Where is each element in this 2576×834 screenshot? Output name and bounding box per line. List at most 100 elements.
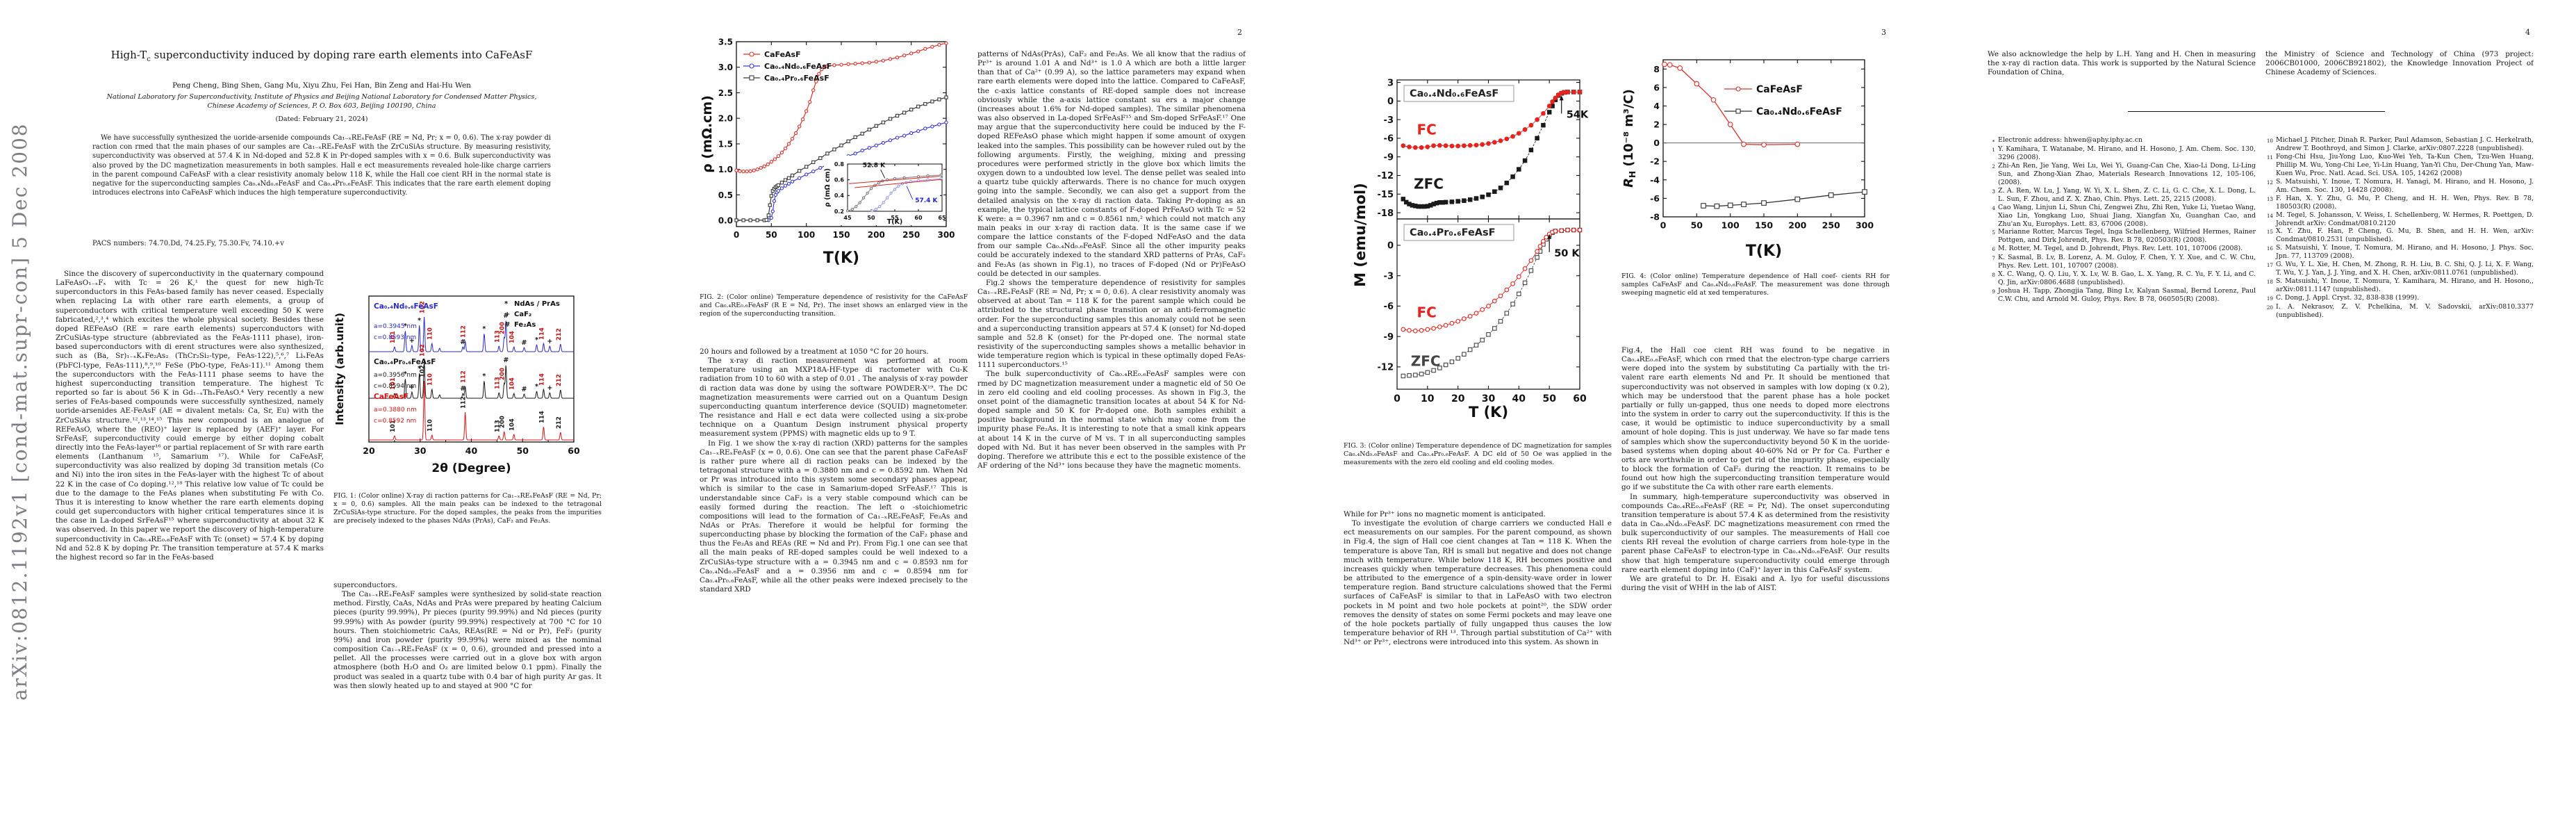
svg-text:54K: 54K: [1567, 109, 1589, 120]
svg-text:NdAs / PrAs: NdAs / PrAs: [514, 300, 560, 308]
svg-text:-4: -4: [1650, 174, 1660, 185]
reference-item: 15 X. Y. Zhu, F. Han, P. Cheng, G. Mu, B.…: [2265, 227, 2534, 244]
paper-title: High-Tc superconductivity induced by dop…: [79, 49, 565, 66]
reference-text: X. C. Wang, Q. Q. Liu, Y. X. Lv, W. B. G…: [1998, 270, 2256, 287]
reference-item: 18 S. Matsuishi, Y. Inoue, T. Nomura, Y. …: [2265, 277, 2534, 294]
svg-text:60: 60: [568, 445, 580, 456]
body-paragraph: patterns of NdAs(PrAs), CaF₂ and Fe₂As. …: [977, 50, 1246, 278]
reference-text: Z. A. Ren, W. Lu, J. Yang, W. Yi, X. L. …: [1998, 186, 2256, 203]
svg-text:CaF₂: CaF₂: [514, 311, 531, 318]
svg-text:c=0.8592 nm: c=0.8592 nm: [374, 418, 416, 425]
svg-text:65: 65: [938, 215, 946, 221]
reference-item: 5 Marianne Rotter, Marcus Tegel, Inga Sch…: [1988, 228, 2256, 245]
svg-text:3.5: 3.5: [718, 37, 733, 47]
svg-text:ZFC: ZFC: [1414, 175, 1444, 192]
reference-text: F. Han, X. Y. Zhu, G. Mu, P. Cheng, and …: [2276, 194, 2534, 211]
svg-text:20: 20: [363, 445, 375, 456]
reference-marker: 3: [1992, 188, 1995, 195]
svg-text:102: 102: [420, 301, 427, 313]
body-paragraph: We are grateful to Dr. H. Eisaki and A. …: [1621, 574, 1890, 593]
reference-text: X. Y. Zhu, F. Han, P. Cheng, G. Mu, B. S…: [2276, 227, 2534, 244]
svg-text:200: 200: [499, 368, 506, 380]
references-list-right: 10 Michael J. Pitcher, Dinah R. Parker, P…: [2265, 136, 2534, 320]
page3-left-column: While for Pr³⁺ ions no magnetic moment i…: [1344, 510, 1612, 788]
svg-text:2.5: 2.5: [718, 88, 733, 98]
svg-text:2.0: 2.0: [718, 114, 733, 124]
svg-text:0.0: 0.0: [718, 216, 733, 226]
page-number: 2: [1237, 28, 1242, 37]
svg-text:0: 0: [1394, 393, 1401, 404]
reference-text: S. Matsuishi, Y. Inoue, T. Nomura, M. Hi…: [2276, 244, 2534, 261]
svg-text:104: 104: [509, 377, 516, 390]
svg-text:RH (10⁻⁸ m³/C): RH (10⁻⁸ m³/C): [1621, 89, 1637, 188]
svg-text:Ca₀.₄Nd₀.₆FeAsF: Ca₀.₄Nd₀.₆FeAsF: [764, 62, 832, 71]
page4-left-column: We also acknowledge the help by L.H. Yan…: [1988, 50, 2256, 106]
title-text-rest: superconductivity induced by doping rare…: [150, 49, 533, 61]
bibliography-rule: [2128, 111, 2385, 112]
reference-marker: 20: [2266, 304, 2273, 311]
svg-text:20: 20: [1451, 393, 1465, 404]
body-paragraph: 20 hours and followed by a treatment at …: [700, 348, 929, 356]
svg-text:250: 250: [902, 230, 920, 240]
figure-4-caption: FIG. 4: (Color online) Temperature depen…: [1621, 272, 1890, 297]
svg-text:*: *: [404, 322, 407, 330]
svg-text:0: 0: [734, 230, 739, 240]
svg-text:CaFeAsF: CaFeAsF: [374, 393, 408, 401]
reference-item: 8 X. C. Wang, Q. Q. Liu, Y. X. Lv, W. B. …: [1988, 270, 2256, 287]
svg-text:-8: -8: [1650, 212, 1660, 222]
reference-marker: 15: [2266, 229, 2273, 236]
svg-text:#: #: [522, 386, 527, 393]
svg-text:-6: -6: [1384, 302, 1394, 312]
page-number: 3: [1881, 28, 1886, 37]
svg-text:200: 200: [499, 322, 506, 334]
svg-text:a=0.3945 nm: a=0.3945 nm: [374, 323, 417, 330]
svg-text:#: #: [460, 338, 465, 346]
abstract: We have successfully synthesized the uor…: [92, 134, 551, 197]
reference-marker: 12: [2266, 179, 2273, 186]
figure-3-caption: FIG. 3: (Color online) Temperature depen…: [1344, 442, 1612, 467]
svg-text:100: 100: [1722, 220, 1740, 231]
page-4: 4 We also acknowledge the help by L.H. Y…: [1932, 0, 2576, 834]
svg-text:112: 112: [461, 325, 468, 338]
svg-text:*: *: [404, 370, 407, 378]
svg-text:-18: -18: [1378, 208, 1394, 219]
svg-text:T(K): T(K): [1746, 243, 1782, 260]
reference-marker: 17: [2266, 262, 2273, 269]
arxiv-stamp: arXiv:0812.1192v1 [cond-mat.supr-con] 5 …: [8, 122, 31, 701]
svg-text:*: *: [504, 300, 509, 308]
svg-text:*: *: [418, 365, 421, 373]
body-paragraph: In Fig. 1 we show the x-ray di raction (…: [700, 439, 968, 594]
reference-item: 4 Cao Wang, Linjun Li, Shun Chi, Zengwei …: [1988, 204, 2256, 229]
reference-item: 6 M. Rotter, M. Tegel, and D. Johrendt, P…: [1988, 245, 2256, 254]
reference-text: K. Sasmal, B. Lv, B. Lorenz, A. M. Guloy…: [1998, 254, 2256, 270]
svg-text:10: 10: [1421, 393, 1435, 404]
svg-text:102: 102: [420, 344, 427, 357]
affiliation-line-2: Chinese Academy of Sciences, P. O. Box 6…: [207, 102, 436, 110]
reference-marker: 10: [2266, 138, 2273, 144]
figure-2-caption: FIG. 2: (Color online) Temperature depen…: [700, 293, 968, 318]
svg-text:4: 4: [1653, 101, 1660, 111]
acknowledgment-paragraph: the Ministry of Science and Technology o…: [2265, 50, 2534, 77]
svg-text:1.0: 1.0: [718, 165, 733, 174]
svg-text:57.4 K: 57.4 K: [915, 197, 938, 204]
reference-item: 19 C. Dong, J. Appl. Cryst. 32, 838-838 (…: [2265, 294, 2534, 303]
reference-item: 9 Joshua H. Tapp, Zhongjia Tang, Bing Lv,…: [1988, 287, 2256, 304]
svg-text:#: #: [504, 321, 510, 329]
reference-text: Cao Wang, Linjun Li, Shun Chi, Zengwei Z…: [1998, 203, 2256, 228]
svg-text:-12: -12: [1378, 171, 1394, 181]
svg-text:102: 102: [420, 365, 427, 377]
svg-text:200: 200: [499, 416, 506, 428]
svg-text:CaFeAsF: CaFeAsF: [764, 50, 801, 59]
affiliation-line-1: National Laboratory for Superconductivit…: [106, 93, 537, 101]
svg-text:0.5: 0.5: [718, 190, 733, 200]
page-number: 4: [2525, 28, 2530, 37]
body-paragraph: The x-ray di raction measurement was per…: [700, 357, 968, 439]
svg-text:M (emu/mol): M (emu/mol): [1354, 183, 1369, 287]
figure-1-xrd-chart: 20 30 40 50 60 101 102 110 112 113 200 104 114 212 * + *…: [332, 275, 584, 486]
body-paragraph: In summary, high-temperature superconduc…: [1621, 492, 1890, 574]
svg-text:#: #: [503, 312, 509, 320]
reference-item: 10 Michael J. Pitcher, Dinah R. Parker, P…: [2265, 136, 2534, 153]
svg-text:250: 250: [1822, 220, 1840, 231]
reference-item: 16 S. Matsuishi, Y. Inoue, T. Nomura, M. …: [2265, 244, 2534, 261]
svg-text:60: 60: [1573, 393, 1587, 404]
